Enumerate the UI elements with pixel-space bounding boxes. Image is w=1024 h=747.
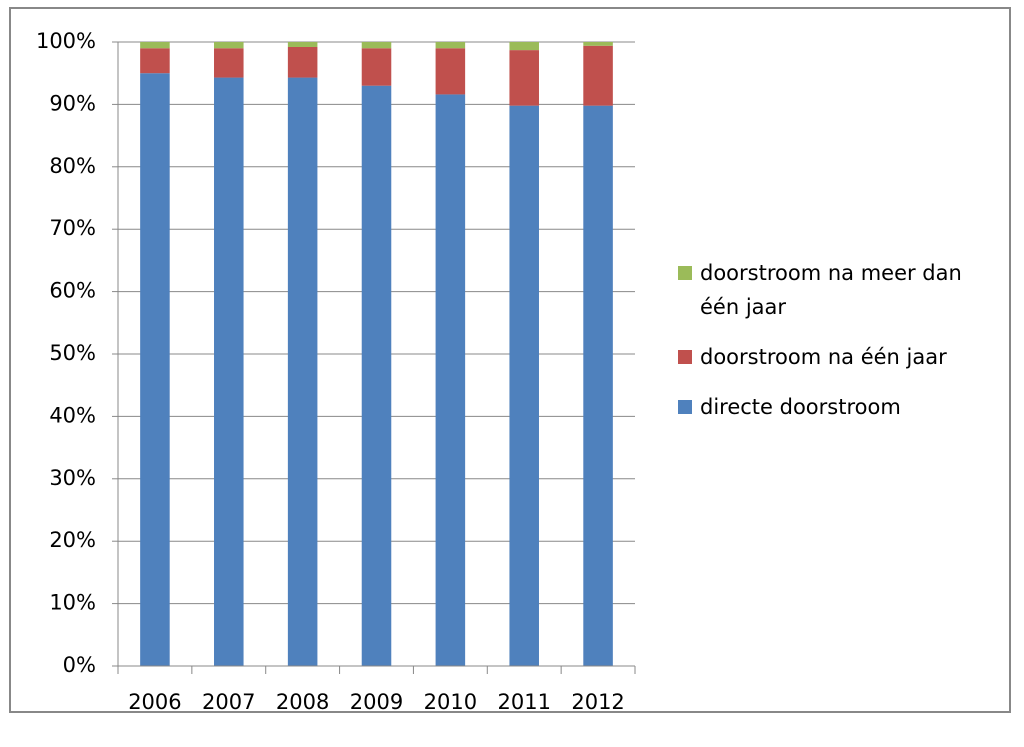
- y-tick-label: 20%: [49, 528, 96, 552]
- bar-segment: [583, 105, 613, 666]
- bar-segment: [583, 42, 613, 46]
- x-tick-label: 2011: [497, 690, 550, 714]
- legend-label: directe doorstroom: [700, 395, 901, 419]
- bar-segment: [214, 42, 244, 49]
- legend-label: doorstroom na één jaar: [700, 345, 947, 369]
- y-tick-label: 0%: [63, 653, 96, 677]
- y-tick-label: 60%: [49, 279, 96, 303]
- bar-segment: [287, 77, 318, 667]
- legend-item: directe doorstroom: [678, 390, 998, 424]
- bar-segment: [140, 48, 170, 74]
- y-tick-label: 30%: [49, 466, 96, 490]
- bar-segment: [509, 50, 539, 106]
- legend-swatch: [678, 266, 692, 280]
- legend-swatch: [678, 350, 692, 364]
- x-tick-label: 2012: [571, 690, 624, 714]
- y-tick-label: 70%: [49, 216, 96, 240]
- bar-segment: [287, 46, 318, 78]
- bar-segment: [214, 48, 244, 78]
- bar-segment: [361, 48, 392, 86]
- x-tick-label: 2010: [424, 690, 477, 714]
- y-tick-label: 40%: [49, 403, 96, 427]
- legend-item: doorstroom na één jaar: [678, 340, 998, 374]
- bar-segment: [509, 105, 539, 666]
- bar-segment: [214, 77, 244, 667]
- bar-segment: [140, 73, 170, 666]
- x-tick-label: 2007: [202, 690, 255, 714]
- legend: doorstroom na meer dan één jaar doorstroo…: [678, 256, 998, 440]
- bar-segment: [509, 42, 539, 51]
- bar-segment: [361, 42, 392, 49]
- legend-label: doorstroom na meer dan één jaar: [700, 261, 962, 319]
- y-tick-label: 10%: [49, 591, 96, 615]
- x-tick-label: 2008: [276, 690, 329, 714]
- legend-swatch: [678, 400, 692, 414]
- bar-segment: [435, 42, 466, 49]
- bar-segment: [583, 45, 613, 106]
- bar-segment: [361, 85, 392, 667]
- bar-segment: [287, 42, 318, 47]
- y-tick-label: 80%: [49, 154, 96, 178]
- bar-segment: [435, 94, 466, 666]
- x-tick-label: 2009: [350, 690, 403, 714]
- y-tick-label: 50%: [49, 341, 96, 365]
- y-tick-label: 100%: [36, 29, 96, 53]
- x-tick-label: 2006: [128, 690, 181, 714]
- y-tick-label: 90%: [49, 91, 96, 115]
- legend-item: doorstroom na meer dan één jaar: [678, 256, 998, 324]
- bar-segment: [435, 48, 466, 95]
- bar-segment: [140, 42, 170, 49]
